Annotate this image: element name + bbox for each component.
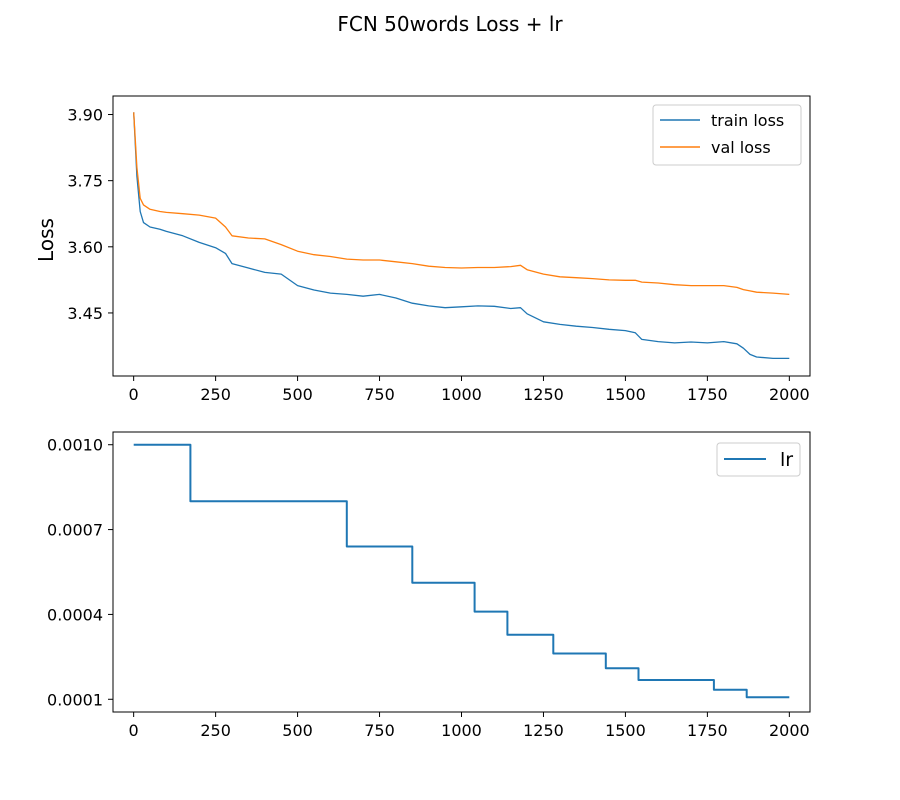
- series-line-lr: [133, 443, 790, 699]
- y-tick-label: 3.60: [67, 238, 103, 257]
- lr-axes: 0 250 500 750 1000 1250 1500 1750 2000 0.0001 0.00…: [47, 431, 811, 740]
- x-tick-label: 500: [282, 721, 313, 740]
- x-tick-label: 1750: [687, 385, 728, 404]
- loss-plot-area: [133, 112, 790, 360]
- x-tick-label: 250: [200, 385, 231, 404]
- loss-ticks: 0 250 500 750 1000 1250 1500 1750 2000 3.45 3.60 3.…: [67, 106, 809, 404]
- y-tick-label: 3.45: [67, 304, 103, 323]
- x-tick-label: 500: [282, 385, 313, 404]
- legend-lr-label: lr: [780, 449, 793, 471]
- loss-axes: Loss 0 250 500 750 1000 1250 1500 1750 2000 3.45 3…: [34, 95, 811, 404]
- y-tick-label: 0.0001: [47, 690, 103, 709]
- series-line-train-loss: [133, 112, 790, 360]
- legend-train-label: train loss: [711, 111, 784, 130]
- loss-axes-frame: [112, 95, 811, 377]
- figure-title: FCN 50words Loss + lr: [337, 12, 563, 36]
- lr-axes-frame: [112, 431, 811, 713]
- lr-plot-area: [133, 443, 790, 699]
- x-tick-label: 2000: [769, 385, 810, 404]
- x-tick-label: 1000: [441, 385, 482, 404]
- x-tick-label: 1000: [441, 721, 482, 740]
- lr-legend: lr: [716, 442, 801, 477]
- legend-val-label: val loss: [711, 138, 771, 157]
- x-tick-label: 750: [364, 721, 395, 740]
- lr-ticks: 0 250 500 750 1000 1250 1500 1750 2000 0.0001 0.00…: [47, 436, 810, 740]
- x-tick-label: 1250: [523, 385, 564, 404]
- loss-legend: train loss val loss: [652, 104, 802, 166]
- x-tick-label: 250: [200, 721, 231, 740]
- series-line-val-loss: [133, 112, 790, 296]
- x-tick-label: 1500: [605, 385, 646, 404]
- x-tick-label: 750: [364, 385, 395, 404]
- x-tick-label: 0: [129, 385, 139, 404]
- y-tick-label: 0.0004: [47, 605, 103, 624]
- x-tick-label: 1750: [687, 721, 728, 740]
- y-tick-label: 0.0007: [47, 521, 103, 540]
- x-tick-label: 1250: [523, 721, 564, 740]
- y-tick-label: 3.75: [67, 172, 103, 191]
- loss-y-axis-label: Loss: [34, 218, 58, 262]
- x-tick-label: 2000: [769, 721, 810, 740]
- x-tick-label: 0: [129, 721, 139, 740]
- x-tick-label: 1500: [605, 721, 646, 740]
- y-tick-label: 0.0010: [47, 436, 103, 455]
- y-tick-label: 3.90: [67, 106, 103, 125]
